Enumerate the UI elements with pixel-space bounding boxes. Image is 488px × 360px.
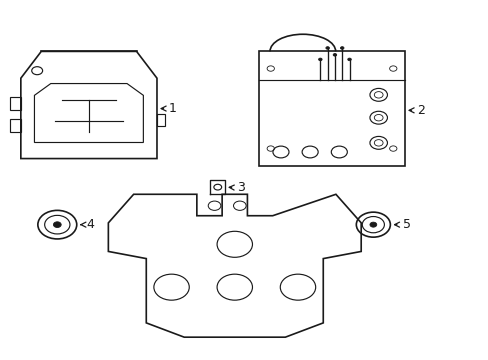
Circle shape (53, 222, 61, 228)
Circle shape (318, 58, 322, 61)
Text: 2: 2 (408, 104, 424, 117)
Text: 3: 3 (229, 181, 244, 194)
Circle shape (347, 58, 350, 61)
Text: 1: 1 (161, 102, 177, 115)
Circle shape (332, 54, 336, 56)
Circle shape (340, 47, 343, 49)
Text: 4: 4 (81, 218, 94, 231)
Text: 5: 5 (394, 218, 410, 231)
Circle shape (325, 47, 329, 49)
Circle shape (369, 222, 376, 227)
